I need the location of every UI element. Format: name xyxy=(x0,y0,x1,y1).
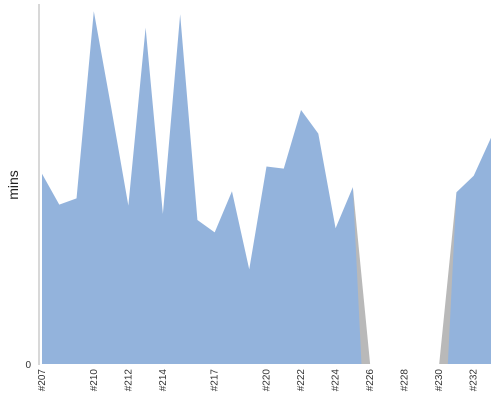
x-tick-label: #212 xyxy=(123,369,134,392)
series-area xyxy=(447,137,491,364)
x-tick-label: #228 xyxy=(400,369,411,392)
x-tick-label: #230 xyxy=(434,369,445,392)
x-tick-label: #222 xyxy=(296,369,307,392)
series-area xyxy=(42,11,362,364)
x-tick-label: #210 xyxy=(89,369,100,392)
x-tick-label: #207 xyxy=(37,369,48,392)
x-tick-label: #214 xyxy=(158,369,169,392)
x-tick-label: #217 xyxy=(210,369,221,392)
y-tick-label: 0 xyxy=(25,360,31,371)
x-tick-label: #224 xyxy=(331,369,342,392)
y-axis-label: mins xyxy=(5,170,21,200)
series-layer xyxy=(42,11,491,364)
x-tick-label: #226 xyxy=(365,369,376,392)
x-tick-label: #220 xyxy=(262,369,273,392)
x-axis-ticks: #207 #210 #212 #214 #217 #220 #222 #224 #226 #228… xyxy=(37,369,480,392)
x-tick-label: #232 xyxy=(469,369,480,392)
